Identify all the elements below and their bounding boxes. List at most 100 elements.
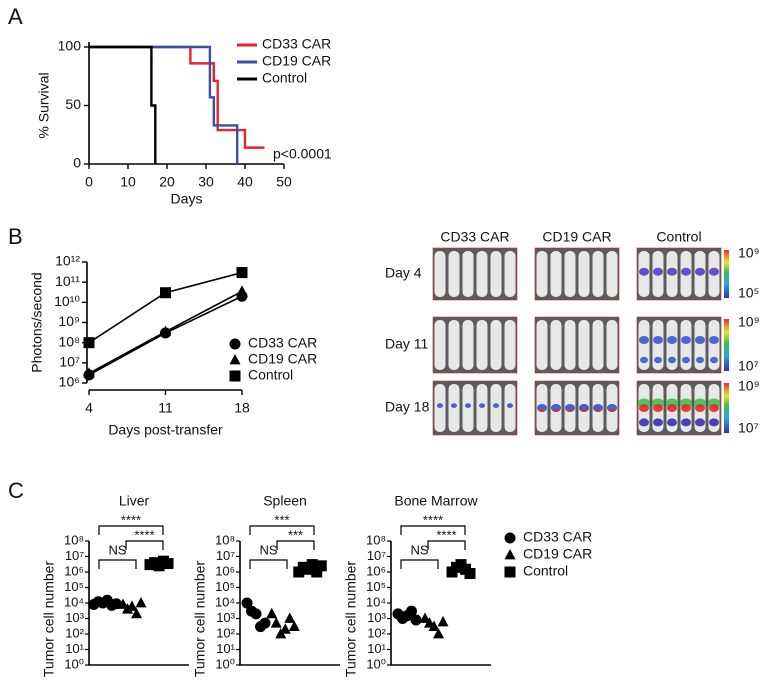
x-tick-label: 20 <box>159 174 175 190</box>
mouse <box>434 251 446 297</box>
signal <box>681 336 691 344</box>
mouse <box>550 320 562 370</box>
y-tick-label: 10¹¹ <box>55 273 80 289</box>
marker <box>306 559 318 571</box>
mouse <box>462 251 474 297</box>
mouse <box>462 320 474 370</box>
y-tick-label: 10⁹ <box>58 313 80 329</box>
y-tick-label: 10⁶ <box>59 374 80 390</box>
signal <box>540 408 544 412</box>
mouse <box>476 251 488 297</box>
survival-line <box>89 45 157 164</box>
x-tick-label: 18 <box>234 400 250 416</box>
signal <box>695 404 705 412</box>
y-axis-label: Tumor cell number <box>192 561 208 678</box>
legend-label: CD33 CAR <box>248 335 317 351</box>
signal <box>709 267 719 276</box>
signal <box>654 356 662 364</box>
marker <box>229 338 241 350</box>
mouse <box>536 320 548 370</box>
y-tick-label: 10¹ <box>216 641 235 656</box>
signal <box>639 418 649 427</box>
marker <box>437 615 449 627</box>
y-tick-label: 10¹ <box>65 641 84 656</box>
y-tick-label: 10⁸ <box>215 532 235 547</box>
signal <box>479 403 485 408</box>
signal <box>554 408 558 412</box>
annotation: p<0.0001 <box>273 146 332 162</box>
mouse <box>680 320 692 370</box>
chart-title: Liver <box>119 493 150 509</box>
mouse <box>448 251 460 297</box>
signal <box>639 267 649 276</box>
signal <box>709 418 719 427</box>
signal <box>610 408 614 412</box>
y-tick-label: 10⁷ <box>59 354 80 370</box>
bracket <box>125 540 164 550</box>
marker <box>464 568 476 580</box>
signal <box>709 404 719 412</box>
marker <box>250 608 262 620</box>
marker <box>241 597 253 609</box>
marker <box>117 598 129 609</box>
row-label: Day 11 <box>385 336 429 352</box>
survival-line <box>89 45 239 164</box>
signal <box>653 404 663 412</box>
y-tick-label: 10⁷ <box>367 548 386 563</box>
x-tick-label: 10 <box>120 174 136 190</box>
x-tick-label: 4 <box>85 400 93 416</box>
image-panel <box>534 247 620 301</box>
y-tick-label: 10⁴ <box>215 594 235 609</box>
marker <box>406 605 417 617</box>
marker <box>160 325 171 337</box>
image-panel <box>534 316 620 374</box>
y-tick-label: 100 <box>58 38 82 54</box>
y-tick-label: 10⁰ <box>366 656 386 671</box>
signal <box>667 267 677 276</box>
y-axis-label: Tumor cell number <box>343 561 359 678</box>
legend-label: CD33 CAR <box>262 36 331 52</box>
mouse <box>550 251 562 297</box>
marker <box>419 612 431 623</box>
mouse <box>652 320 664 370</box>
mouse <box>708 320 720 370</box>
mouse <box>504 251 516 297</box>
y-tick-label: 10⁸ <box>366 532 386 547</box>
y-tick-label: 10⁵ <box>215 579 235 594</box>
marker <box>504 566 516 578</box>
bracket <box>276 540 315 550</box>
marker <box>122 603 133 614</box>
x-tick-label: 11 <box>158 400 173 416</box>
survival-line <box>89 45 265 149</box>
marker <box>266 607 278 619</box>
signal <box>593 404 603 412</box>
legend-label: Control <box>248 367 293 383</box>
y-tick-label: 10⁰ <box>64 656 84 671</box>
mouse <box>592 320 604 370</box>
marker <box>504 532 516 544</box>
axis <box>88 42 284 165</box>
signal <box>667 418 677 427</box>
significance: **** <box>436 527 456 542</box>
y-tick-label: 10⁷ <box>65 548 84 563</box>
y-tick-label: 10¹ <box>367 641 386 656</box>
signal <box>696 356 704 364</box>
y-tick-label: 10⁶ <box>215 563 235 578</box>
marker <box>433 627 444 639</box>
signal <box>451 403 457 408</box>
image-panel <box>432 316 518 374</box>
mouse <box>578 320 590 370</box>
bracket <box>98 525 164 535</box>
mouse <box>434 320 446 370</box>
panel-label: A <box>8 4 23 29</box>
signal <box>639 404 649 412</box>
signal <box>653 267 663 276</box>
marker <box>279 623 291 634</box>
x-tick-label: 0 <box>85 174 93 190</box>
signal <box>667 336 677 344</box>
y-tick-label: 10¹⁰ <box>54 293 80 309</box>
y-axis-label: Tumor cell number <box>41 561 57 678</box>
color-scale <box>724 383 729 433</box>
signal <box>695 418 705 427</box>
